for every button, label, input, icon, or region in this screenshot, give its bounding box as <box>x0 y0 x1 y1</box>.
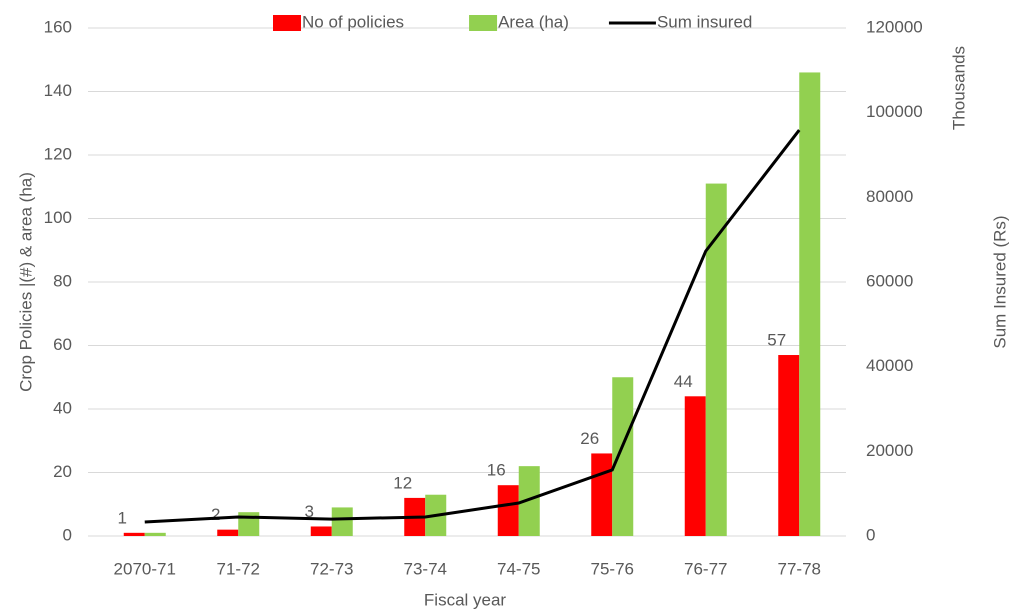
bar <box>144 532 166 536</box>
y-tick-label: 100 <box>44 208 72 227</box>
y2-tick-label: 100000 <box>866 102 923 121</box>
data-label: 26 <box>580 429 599 448</box>
bar <box>217 529 239 536</box>
data-label: 2 <box>211 505 220 524</box>
x-axis-title: Fiscal year <box>424 590 507 609</box>
bar <box>591 453 613 536</box>
bar <box>497 485 519 536</box>
data-label: 44 <box>674 372 693 391</box>
line <box>144 129 801 524</box>
y-tick-label: 0 <box>63 525 72 544</box>
x-tick-label: 71-72 <box>217 559 260 578</box>
data-label: 57 <box>767 331 786 350</box>
legend-label: Sum insured <box>657 12 752 31</box>
bar <box>612 377 634 536</box>
data-label: 3 <box>305 502 314 521</box>
x-tick-label: 72-73 <box>310 559 353 578</box>
legend-swatch <box>469 15 498 31</box>
y2-unit: Thousands <box>949 46 968 130</box>
data-label: 12 <box>393 473 412 492</box>
y-tick-label: 20 <box>53 462 72 481</box>
y-axis-title: Crop Policies |(#) & area (ha) <box>16 172 35 392</box>
bar <box>310 526 332 536</box>
y-tick-label: 60 <box>53 335 72 354</box>
bar <box>799 72 821 536</box>
x-tick-label: 76-77 <box>684 559 727 578</box>
y2-tick-label: 120000 <box>866 17 923 36</box>
x-tick-label: 74-75 <box>497 559 540 578</box>
bar <box>705 183 727 536</box>
y2-tick-label: 20000 <box>866 441 913 460</box>
y-tick-label: 80 <box>53 271 72 290</box>
y2-tick-label: 60000 <box>866 271 913 290</box>
legend-label: Area (ha) <box>498 12 569 31</box>
y-tick-label: 140 <box>44 81 72 100</box>
bar <box>684 396 706 536</box>
legend-swatch <box>273 15 301 31</box>
bar <box>123 532 145 536</box>
data-label: 16 <box>487 461 506 480</box>
bar <box>778 355 800 536</box>
x-tick-label: 2070-71 <box>114 559 176 578</box>
bar <box>518 466 540 536</box>
legend-label: No of policies <box>302 12 404 31</box>
y2-axis-title: Sum Insured (Rs) <box>990 215 1009 348</box>
y-tick-label: 40 <box>53 398 72 417</box>
x-tick-label: 73-74 <box>404 559 447 578</box>
y2-tick-label: 0 <box>866 525 875 544</box>
y-tick-label: 120 <box>44 144 72 163</box>
x-tick-label: 77-78 <box>778 559 821 578</box>
y2-tick-label: 40000 <box>866 356 913 375</box>
y-tick-label: 160 <box>44 17 72 36</box>
bar <box>331 507 353 536</box>
y2-tick-label: 80000 <box>866 187 913 206</box>
data-label: 1 <box>118 508 127 527</box>
x-tick-label: 75-76 <box>591 559 634 578</box>
